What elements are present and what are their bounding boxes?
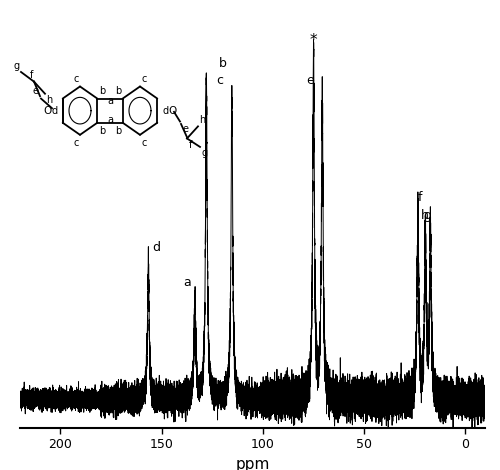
Text: a: a [107, 96, 113, 106]
Text: g: g [202, 148, 207, 158]
Text: d: d [152, 241, 160, 254]
Text: d: d [162, 106, 168, 116]
Text: O: O [168, 106, 176, 116]
Text: e: e [32, 86, 38, 96]
Text: b: b [99, 86, 105, 96]
Text: a: a [107, 115, 113, 125]
Text: b: b [218, 57, 226, 70]
Text: h: h [420, 209, 428, 222]
Text: d: d [52, 106, 58, 116]
Text: g: g [424, 209, 432, 222]
X-axis label: ppm: ppm [236, 457, 270, 470]
Text: g: g [14, 61, 20, 71]
Text: O: O [44, 106, 52, 116]
Text: c: c [74, 74, 79, 84]
Text: c: c [141, 138, 146, 148]
Text: a: a [183, 276, 190, 290]
Text: c: c [74, 138, 79, 148]
Text: b: b [115, 125, 121, 136]
Text: b: b [115, 86, 121, 96]
Text: f: f [418, 191, 422, 204]
Text: f: f [30, 70, 33, 80]
Text: c: c [141, 74, 146, 84]
Text: h: h [46, 95, 53, 105]
Text: f: f [188, 141, 192, 150]
Text: e: e [182, 124, 188, 134]
Text: b: b [99, 125, 105, 136]
Text: e: e [306, 74, 314, 87]
Text: c: c [216, 74, 223, 87]
Text: h: h [200, 115, 206, 125]
Text: *: * [310, 33, 318, 48]
